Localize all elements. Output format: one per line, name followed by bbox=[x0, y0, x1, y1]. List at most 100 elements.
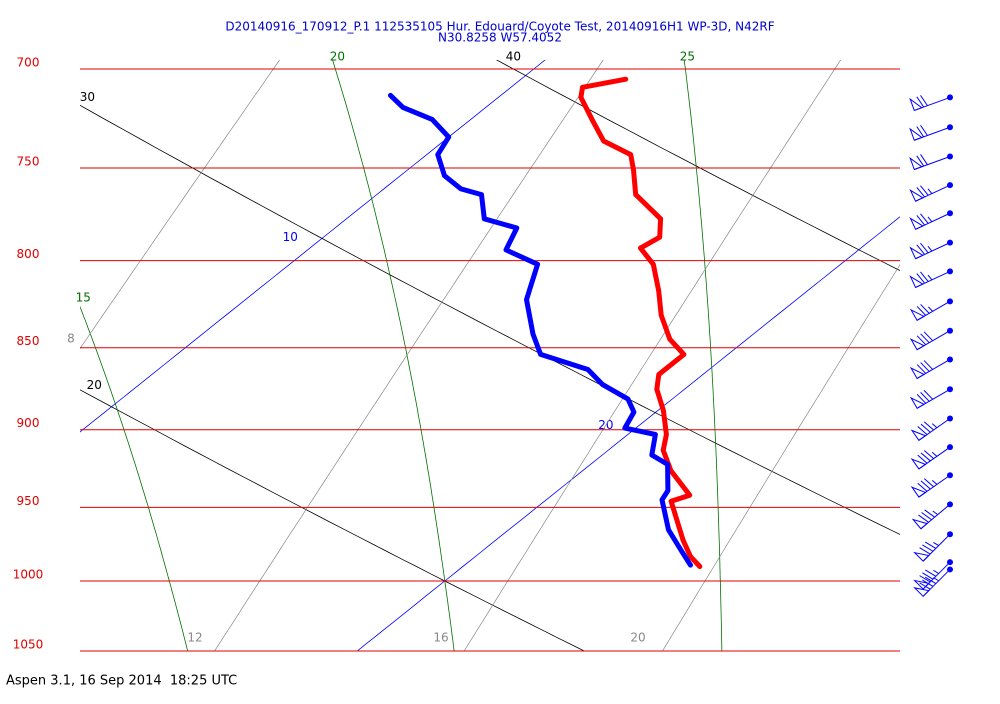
sounding-trace bbox=[578, 76, 703, 569]
isotherm bbox=[80, 60, 546, 433]
barb-half bbox=[933, 577, 939, 582]
sounding-trace bbox=[388, 92, 693, 568]
barb-full bbox=[916, 215, 926, 226]
moist-adiabat bbox=[332, 60, 455, 651]
barb-flag bbox=[909, 97, 923, 112]
barb-half bbox=[927, 245, 933, 252]
barb-full bbox=[923, 421, 934, 431]
barb-full bbox=[916, 306, 927, 316]
barb-full bbox=[923, 478, 934, 488]
dry-adiabat-label: 30 bbox=[80, 90, 95, 104]
barb-full bbox=[916, 335, 927, 346]
dry-adiabat bbox=[495, 60, 900, 272]
barb-full bbox=[916, 126, 925, 138]
wind-barb bbox=[909, 210, 953, 230]
barb-full bbox=[920, 95, 928, 106]
barb-flag bbox=[909, 338, 926, 351]
barb-half bbox=[928, 306, 934, 312]
barb-full bbox=[920, 333, 930, 344]
barb-full bbox=[923, 331, 934, 342]
barb-half bbox=[931, 480, 938, 485]
barb-flag bbox=[909, 127, 923, 141]
barb-flag bbox=[913, 587, 930, 598]
mixing-ratio-line bbox=[214, 60, 604, 651]
mixing-ratio-label: 16 bbox=[433, 631, 448, 645]
barb-full bbox=[916, 155, 925, 167]
barb-full bbox=[922, 544, 934, 552]
wind-barbs bbox=[909, 94, 953, 598]
barb-full bbox=[916, 273, 926, 284]
dry-adiabat-label: 40 bbox=[506, 50, 521, 64]
wind-barb bbox=[909, 356, 953, 380]
barb-full bbox=[919, 575, 931, 583]
footer: Aspen 3.1, 16 Sep 2014 18:25 UTC bbox=[6, 674, 237, 689]
wind-barb bbox=[909, 268, 953, 289]
barb-full bbox=[918, 514, 929, 523]
y-tick-label: 900 bbox=[17, 416, 40, 430]
barb-half bbox=[931, 451, 938, 457]
barb-half bbox=[927, 188, 933, 194]
barb-full bbox=[920, 423, 931, 433]
barb-half bbox=[933, 569, 939, 574]
barb-half bbox=[927, 274, 933, 281]
isotherm bbox=[356, 216, 900, 651]
y-tick-label: 950 bbox=[17, 494, 40, 508]
barb-full bbox=[920, 271, 929, 282]
barb-full bbox=[916, 394, 927, 404]
wind-barb bbox=[913, 566, 953, 598]
barb-flag bbox=[909, 246, 924, 260]
wind-barb bbox=[909, 94, 953, 112]
dry-adiabat-label: 20 bbox=[87, 378, 102, 392]
barb-full bbox=[919, 547, 931, 555]
wind-barb bbox=[913, 531, 953, 562]
labels: 700 750 800 850 900 950 1000 1050 10 20 20 30 40 15 20… bbox=[13, 50, 695, 652]
barb-full bbox=[920, 362, 930, 372]
barb-full bbox=[921, 512, 932, 521]
barb-flag bbox=[913, 551, 930, 562]
barb-full bbox=[922, 572, 934, 580]
barb-full bbox=[917, 426, 928, 435]
barb-full bbox=[920, 304, 930, 314]
barb-half bbox=[933, 541, 939, 547]
wind-barb bbox=[909, 124, 953, 141]
barb-flag bbox=[909, 156, 923, 171]
wind-barb bbox=[909, 182, 953, 202]
mixing-ratio-label: 12 bbox=[187, 631, 202, 645]
barb-half bbox=[927, 216, 933, 223]
barb-flag bbox=[909, 275, 924, 289]
barb-full bbox=[924, 569, 937, 577]
barb-flag bbox=[910, 429, 927, 442]
barb-flag bbox=[910, 458, 927, 470]
wind-barb bbox=[910, 472, 953, 498]
mixing-ratio-label: 20 bbox=[630, 631, 645, 645]
barb-full bbox=[920, 452, 931, 462]
y-tick-label: 1000 bbox=[13, 567, 44, 581]
chart-subtitle: N30.8258 W57.4052 bbox=[438, 31, 562, 45]
barb-full bbox=[920, 480, 931, 490]
barb-full bbox=[916, 96, 925, 108]
chart-title: D20140916_170912_P.1 112535105 Hur. Edou… bbox=[225, 20, 774, 34]
wind-barb bbox=[910, 444, 953, 470]
barb-full bbox=[924, 509, 935, 518]
barb-flag bbox=[909, 366, 926, 380]
barb-full bbox=[923, 360, 934, 370]
y-tick-label: 750 bbox=[17, 155, 40, 169]
barb-full bbox=[916, 244, 926, 255]
barb-full bbox=[920, 213, 929, 224]
y-tick-label: 850 bbox=[17, 334, 40, 348]
barb-full bbox=[920, 154, 928, 165]
mixing-ratio-line bbox=[80, 60, 281, 350]
mixing-ratio-line bbox=[662, 264, 900, 651]
barb-full bbox=[920, 124, 928, 136]
barb-half bbox=[931, 423, 938, 429]
barb-full bbox=[917, 454, 928, 464]
barb-full bbox=[924, 576, 937, 585]
barb-flag bbox=[909, 396, 926, 409]
wind-barb bbox=[909, 327, 953, 351]
mixing-ratio-label: 8 bbox=[67, 332, 75, 346]
barb-full bbox=[916, 364, 927, 374]
y-tick-label: 1050 bbox=[13, 638, 44, 652]
